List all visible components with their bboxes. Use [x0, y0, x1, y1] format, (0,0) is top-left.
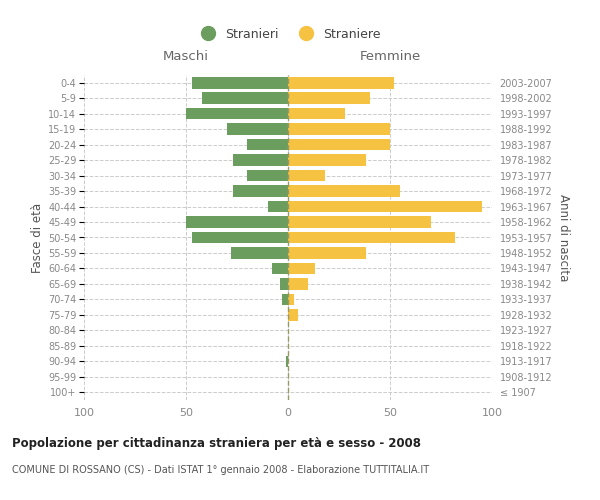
Bar [288, 294, 294, 305]
Bar [231, 247, 288, 259]
Bar [288, 186, 400, 197]
Bar [186, 108, 288, 120]
Bar [288, 77, 394, 88]
Bar [233, 154, 288, 166]
Bar [282, 294, 288, 305]
Bar [288, 154, 365, 166]
Bar [288, 247, 365, 259]
Bar [288, 170, 325, 181]
Bar [192, 77, 288, 88]
Bar [288, 309, 298, 320]
Bar [288, 262, 314, 274]
Bar [286, 356, 288, 367]
Bar [227, 124, 288, 135]
Bar [186, 216, 288, 228]
Bar [268, 200, 288, 212]
Bar [288, 124, 390, 135]
Text: Popolazione per cittadinanza straniera per età e sesso - 2008: Popolazione per cittadinanza straniera p… [12, 438, 421, 450]
Legend: Stranieri, Straniere: Stranieri, Straniere [190, 22, 386, 46]
Bar [288, 216, 431, 228]
Bar [192, 232, 288, 243]
Y-axis label: Fasce di età: Fasce di età [31, 202, 44, 272]
Bar [272, 262, 288, 274]
Bar [280, 278, 288, 289]
Bar [288, 232, 455, 243]
Bar [288, 92, 370, 104]
Bar [202, 92, 288, 104]
Text: COMUNE DI ROSSANO (CS) - Dati ISTAT 1° gennaio 2008 - Elaborazione TUTTITALIA.IT: COMUNE DI ROSSANO (CS) - Dati ISTAT 1° g… [12, 465, 429, 475]
Bar [288, 108, 345, 120]
Bar [288, 139, 390, 150]
Bar [247, 139, 288, 150]
Text: Maschi: Maschi [163, 50, 209, 62]
Text: Femmine: Femmine [359, 50, 421, 62]
Bar [288, 200, 482, 212]
Bar [247, 170, 288, 181]
Bar [233, 186, 288, 197]
Bar [288, 278, 308, 289]
Y-axis label: Anni di nascita: Anni di nascita [557, 194, 569, 281]
